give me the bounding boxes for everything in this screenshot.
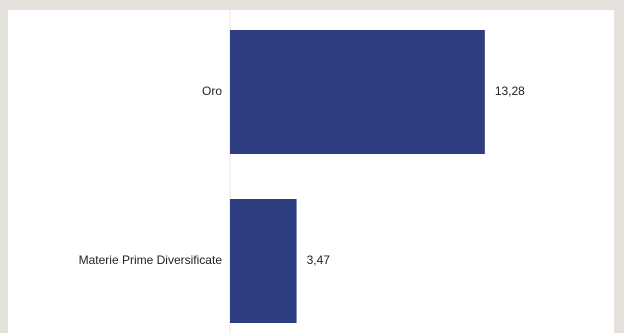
bar-1 — [230, 199, 297, 323]
bar-0 — [230, 30, 485, 154]
value-label: 13,28 — [495, 84, 525, 98]
chart-panel: Oro 13,28 Materie Prime Diversificate 3,47 — [8, 10, 614, 333]
category-label: Oro — [202, 84, 222, 98]
bars-layer: Oro 13,28 Materie Prime Diversificate 3,47 — [79, 30, 525, 323]
bar-chart: Oro 13,28 Materie Prime Diversificate 3,47 — [79, 10, 525, 333]
value-label: 3,47 — [307, 253, 331, 267]
category-label: Materie Prime Diversificate — [79, 253, 223, 267]
